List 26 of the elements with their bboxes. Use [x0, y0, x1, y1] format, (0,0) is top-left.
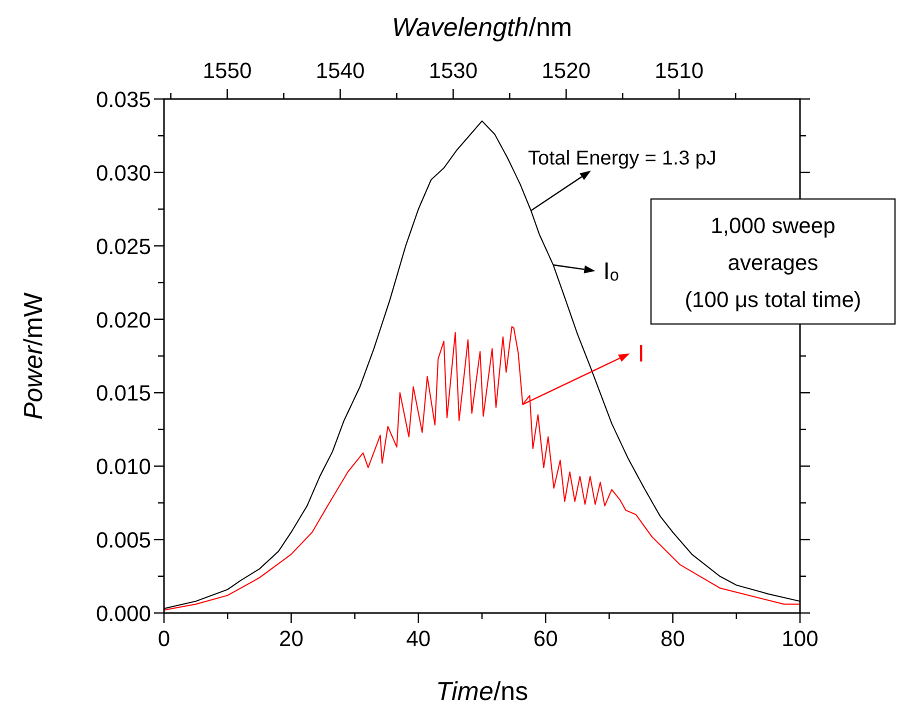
- x-tick-label: 60: [533, 626, 558, 651]
- annotation: 1,000 sweep averages (100 μs total time): [684, 213, 862, 312]
- y-tick-label: 0.000: [96, 601, 151, 626]
- y-axis-title: Power/mW: [18, 292, 48, 420]
- x2-tick-label: 1550: [202, 58, 252, 83]
- y-tick-label: 0.025: [96, 234, 151, 259]
- x2-tick-label: 1540: [316, 58, 365, 83]
- y-tick-label: 0.010: [96, 454, 151, 480]
- x2-tick-label: 1510: [654, 58, 704, 83]
- x2-tick-label: 1520: [542, 58, 591, 83]
- annotation: Total Energy = 1.3 pJ: [528, 148, 716, 170]
- y-tick-label: 0.030: [96, 160, 151, 186]
- x2-axis-title: Wavelength/nm: [392, 12, 572, 42]
- x-tick-label: 20: [278, 626, 304, 651]
- y-tick-label: 0.015: [96, 380, 151, 406]
- x-axis-title: Time/ns: [436, 676, 528, 706]
- x-tick-label: 100: [782, 626, 818, 651]
- legend-label: Iₒ: [603, 258, 619, 285]
- y-tick-label: 0.020: [96, 307, 151, 332]
- y-tick-label: 0.005: [96, 528, 151, 553]
- y-tick-label: 0.035: [96, 87, 151, 112]
- legend-label: I: [638, 340, 644, 368]
- x2-tick-label: 1530: [428, 58, 478, 83]
- x-tick-label: 40: [406, 626, 431, 651]
- x-tick-label: 80: [660, 626, 686, 651]
- x-tick-label: 0: [158, 626, 170, 651]
